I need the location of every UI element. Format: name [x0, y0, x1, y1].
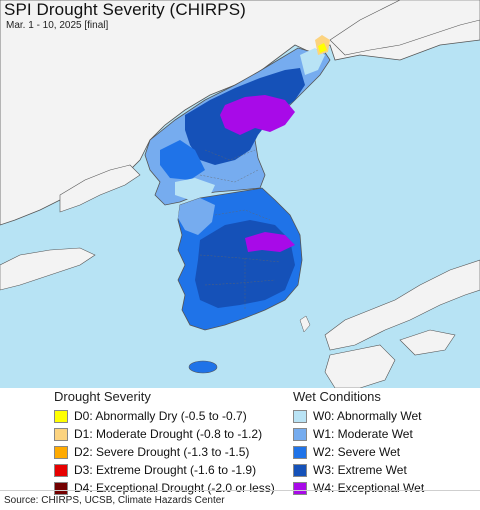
legend-item-d0: D0: Abnormally Dry (-0.5 to -0.7): [54, 407, 275, 425]
swatch-w4: [293, 481, 307, 495]
nk-w0-area: [175, 178, 215, 200]
drought-legend: Drought Severity D0: Abnormally Dry (-0.…: [54, 389, 275, 497]
land-russia-east: [329, 0, 480, 56]
nk-w4-area: [220, 95, 295, 135]
legend-item-w4: W4: Exceptional Wet: [293, 479, 424, 497]
land-tsushima: [299, 315, 311, 333]
page-title: SPI Drought Severity (CHIRPS): [4, 0, 246, 19]
sk-w1-area: [178, 198, 215, 235]
nk-d0-tip: [318, 43, 327, 53]
wet-legend: Wet Conditions W0: Abnormally Wet W1: Mo…: [293, 389, 424, 497]
swatch-w2: [293, 445, 307, 459]
legend-label-w2: W2: Severe Wet: [313, 445, 401, 459]
legend-label-w0: W0: Abnormally Wet: [313, 409, 422, 423]
land-japan-kyushu: [324, 344, 396, 388]
legend-label-d3: D3: Extreme Drought (-1.6 to -1.9): [74, 463, 257, 477]
legend-item-d1: D1: Moderate Drought (-0.8 to -1.2): [54, 425, 275, 443]
swatch-w0: [293, 409, 307, 423]
legend-item-w3: W3: Extreme Wet: [293, 461, 424, 479]
footer-divider: [0, 490, 480, 491]
legend-label-w1: W1: Moderate Wet: [313, 427, 413, 441]
swatch-d3: [54, 463, 68, 477]
map-canvas: [0, 0, 480, 388]
legend-label-w3: W3: Extreme Wet: [313, 463, 407, 477]
legend-item-w1: W1: Moderate Wet: [293, 425, 424, 443]
land-shandong: [0, 247, 96, 291]
swatch-d0: [54, 409, 68, 423]
legend-label-d1: D1: Moderate Drought (-0.8 to -1.2): [74, 427, 263, 441]
jeju-island: [188, 360, 218, 374]
land-japan-shikoku: [399, 329, 456, 356]
legend-label-d4: D4: Exceptional Drought (-2.0 or less): [74, 481, 275, 495]
sk-w4-area: [245, 232, 295, 252]
legend: Drought Severity D0: Abnormally Dry (-0.…: [0, 389, 480, 495]
legend-item-w2: W2: Severe Wet: [293, 443, 424, 461]
legend-item-d2: D2: Severe Drought (-1.3 to -1.5): [54, 443, 275, 461]
legend-label-d2: D2: Severe Drought (-1.3 to -1.5): [74, 445, 250, 459]
swatch-w3: [293, 463, 307, 477]
wet-legend-heading: Wet Conditions: [293, 389, 381, 404]
legend-item-d3: D3: Extreme Drought (-1.6 to -1.9): [54, 461, 275, 479]
legend-label-d0: D0: Abnormally Dry (-0.5 to -0.7): [74, 409, 247, 423]
legend-item-w0: W0: Abnormally Wet: [293, 407, 424, 425]
legend-item-d4: D4: Exceptional Drought (-2.0 or less): [54, 479, 275, 497]
date-range-subtitle: Mar. 1 - 10, 2025 [final]: [6, 20, 109, 31]
drought-legend-heading: Drought Severity: [54, 389, 151, 404]
swatch-d2: [54, 445, 68, 459]
map-panel: [0, 0, 480, 388]
province-lines: [199, 149, 281, 310]
source-credit: Source: CHIRPS, UCSB, Climate Hazards Ce…: [4, 495, 225, 506]
nk-w2-area: [160, 140, 205, 180]
land-japan: [324, 259, 480, 351]
legend-label-w4: W4: Exceptional Wet: [313, 481, 425, 495]
swatch-w1: [293, 427, 307, 441]
land-liaodong: [59, 164, 141, 213]
swatch-d1: [54, 427, 68, 441]
swatch-d4: [54, 481, 68, 495]
